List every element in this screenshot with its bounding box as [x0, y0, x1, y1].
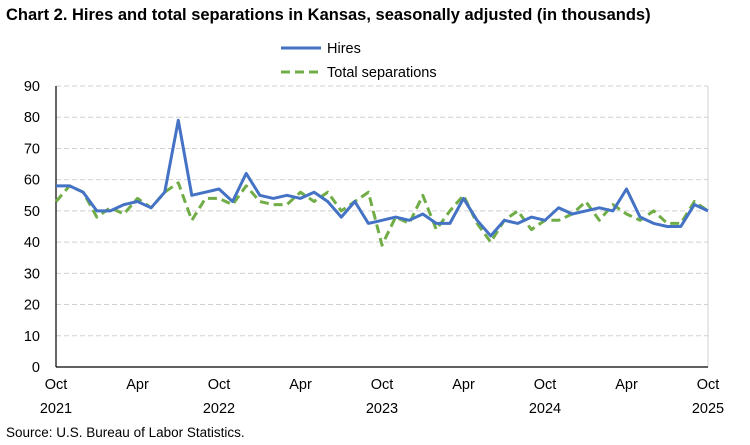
- y-tick-label: 90: [24, 79, 40, 95]
- y-tick-label: 50: [24, 204, 40, 220]
- series-line-hires: [56, 118, 709, 238]
- x-tick-year-label: 2022: [203, 401, 235, 417]
- x-tick-label: Oct: [45, 377, 68, 393]
- x-tick-label: Apr: [126, 377, 149, 393]
- y-tick-label: 40: [24, 235, 40, 251]
- y-tick-label: 60: [24, 173, 40, 189]
- x-tick-label: Oct: [371, 377, 394, 393]
- y-tick-label: 70: [24, 141, 40, 157]
- legend-label: Total separations: [327, 65, 437, 81]
- chart-title: Chart 2. Hires and total separations in …: [6, 6, 651, 24]
- x-tick-year-label: 2021: [40, 401, 72, 417]
- y-tick-label: 30: [24, 266, 40, 282]
- x-tick-label: Oct: [534, 377, 557, 393]
- y-tick-label: 80: [24, 110, 40, 126]
- y-tick-label: 0: [32, 360, 40, 376]
- x-tick-label: Oct: [208, 377, 231, 393]
- x-tick-year-label: 2023: [366, 401, 398, 417]
- x-tick-label: Apr: [289, 377, 312, 393]
- x-tick-label: Apr: [615, 377, 638, 393]
- y-tick-label: 10: [24, 329, 40, 345]
- series-line-total-separations: [54, 181, 709, 247]
- source-note: Source: U.S. Bureau of Labor Statistics.: [6, 425, 245, 440]
- x-tick-label: Apr: [452, 377, 475, 393]
- legend-label: Hires: [327, 41, 361, 57]
- x-tick-label: Oct: [697, 377, 720, 393]
- y-tick-label: 20: [24, 298, 40, 314]
- x-tick-year-label: 2024: [529, 401, 561, 417]
- x-tick-year-label: 2025: [692, 401, 724, 417]
